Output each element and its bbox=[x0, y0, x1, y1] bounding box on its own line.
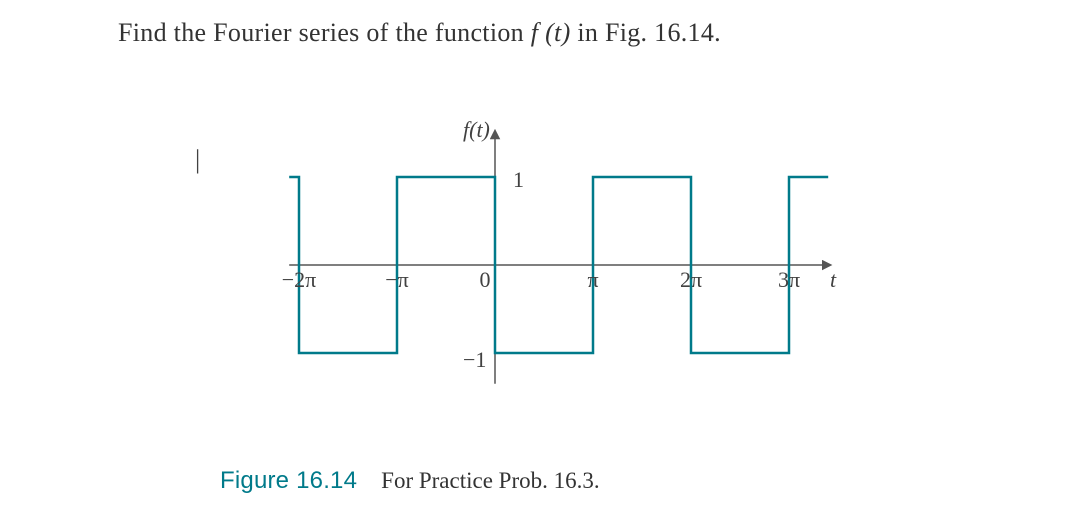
left-bracket-mark: | bbox=[195, 145, 200, 175]
problem-statement: Find the Fourier series of the function … bbox=[118, 18, 721, 48]
caption-text: For Practice Prob. 16.3. bbox=[381, 468, 599, 493]
x-tick-2pi: 2π bbox=[680, 267, 702, 293]
caption-label: Figure 16.14 bbox=[220, 467, 357, 494]
problem-fn: f (t) bbox=[531, 18, 571, 47]
x-tick-0: 0 bbox=[480, 267, 491, 293]
figure-area: | f(t) 1 −1 −2π −π 0 π 2π 3π t bbox=[195, 115, 845, 425]
x-tick-neg2pi: −2π bbox=[282, 267, 317, 293]
y-tick-1: 1 bbox=[513, 167, 524, 193]
y-tick-neg1: −1 bbox=[463, 347, 486, 373]
x-tick-negpi: −π bbox=[385, 267, 409, 293]
x-tick-3pi: 3π bbox=[778, 267, 800, 293]
y-axis-label: f(t) bbox=[463, 117, 490, 143]
problem-suffix: in Fig. 16.14. bbox=[571, 18, 721, 47]
problem-prefix: Find the Fourier series of the function bbox=[118, 18, 531, 47]
figure-caption: Figure 16.14 For Practice Prob. 16.3. bbox=[220, 467, 600, 495]
t-axis-label: t bbox=[830, 267, 836, 293]
x-tick-pi: π bbox=[587, 267, 598, 293]
